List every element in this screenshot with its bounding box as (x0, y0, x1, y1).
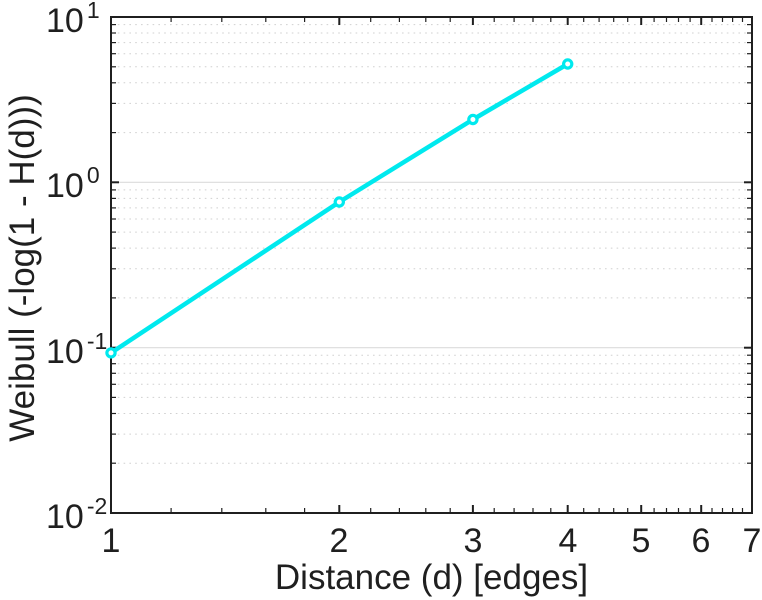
y-tick-label: 10 -1 (46, 327, 108, 371)
series-line (108, 61, 570, 356)
axis-ticks (110, 16, 753, 514)
y-tick-label: 10 -2 (46, 492, 108, 536)
data-point-marker (333, 196, 345, 208)
y-axis-label-text: Weibull (-log(1 - H(d))) (3, 94, 42, 442)
x-tick-label: 3 (463, 522, 483, 560)
y-tick-label: 10 1 (46, 0, 100, 40)
x-tick-label: 4 (558, 522, 578, 560)
x-tick-label: 5 (631, 522, 651, 560)
x-tick-label: 2 (329, 522, 349, 560)
data-point-marker (105, 347, 117, 359)
x-tick-label: 7 (742, 522, 762, 560)
data-point-marker (562, 58, 574, 70)
minor-gridlines (112, 24, 751, 464)
x-tick-label: 1 (101, 522, 121, 560)
plot-frame (110, 16, 753, 514)
x-tick-label: 6 (691, 522, 711, 560)
data-point-marker (467, 113, 479, 126)
y-tick-label: 10 0 (46, 161, 100, 205)
major-gridlines (112, 181, 751, 349)
series-weibull-of-hop-distance (105, 58, 574, 359)
x-axis-label: Distance (d) [edges] (274, 558, 589, 597)
